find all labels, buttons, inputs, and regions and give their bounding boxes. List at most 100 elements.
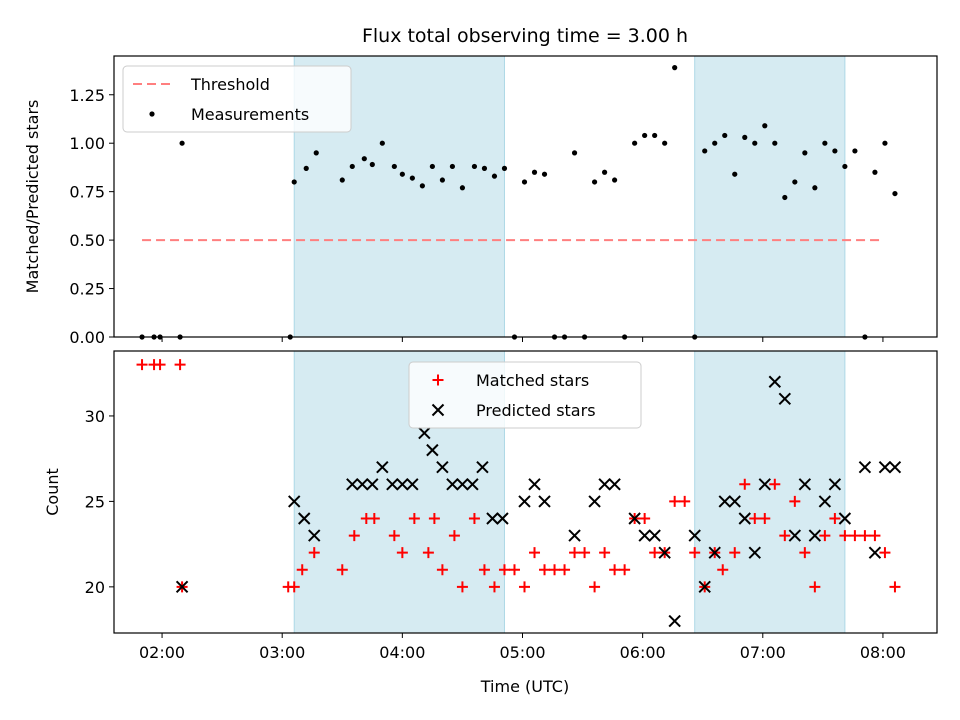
measurement-point bbox=[772, 140, 778, 146]
y-tick-label: 30 bbox=[85, 407, 105, 426]
measurement-point bbox=[601, 169, 608, 175]
predicted-star-point bbox=[638, 529, 651, 542]
measurement-point bbox=[762, 123, 768, 129]
measurement-point bbox=[449, 163, 456, 170]
predicted-star-point bbox=[768, 375, 782, 388]
x-axis-label: Time (UTC) bbox=[480, 677, 569, 696]
measurement-point bbox=[892, 190, 898, 197]
matched-star-point bbox=[288, 581, 300, 593]
matched-star-point bbox=[296, 564, 308, 576]
matched-star-point bbox=[348, 530, 360, 542]
matched-star-point bbox=[308, 547, 320, 559]
measurement-point bbox=[822, 140, 828, 146]
matched-star-point bbox=[174, 359, 186, 371]
measurement-point bbox=[662, 140, 668, 146]
predicted-star-point bbox=[456, 478, 469, 491]
measurement-point bbox=[882, 140, 888, 146]
measurement-point bbox=[481, 165, 488, 171]
measurement-point bbox=[339, 177, 345, 183]
measurement-point bbox=[379, 140, 385, 146]
y-axis-label: Matched/Predicted stars bbox=[23, 100, 42, 294]
matched-star-point bbox=[488, 581, 500, 593]
matched-star-point bbox=[859, 530, 871, 542]
predicted-star-point bbox=[366, 478, 379, 491]
measurement-point bbox=[652, 132, 658, 139]
matched-star-point bbox=[649, 547, 661, 559]
predicted-star-point bbox=[518, 495, 531, 508]
measurement-point bbox=[419, 183, 425, 189]
measurement-point bbox=[782, 194, 788, 201]
predicted-star-point bbox=[446, 478, 459, 491]
measurement-point bbox=[802, 150, 808, 156]
matched-star-point bbox=[759, 512, 771, 524]
matched-star-point bbox=[569, 547, 581, 559]
predicted-star-point bbox=[588, 495, 601, 508]
measurement-point bbox=[313, 150, 319, 156]
x-tick-label: 05:00 bbox=[499, 643, 545, 662]
measurement-point bbox=[702, 148, 708, 154]
matched-star-point bbox=[669, 495, 681, 507]
plot-frame bbox=[113, 350, 938, 634]
measurement-point bbox=[409, 175, 415, 181]
matched-star-point bbox=[428, 512, 440, 524]
legend-predicted-label: Predicted stars bbox=[476, 401, 596, 420]
chart-title: Flux total observing time = 3.00 h bbox=[362, 25, 688, 47]
predicted-star-point bbox=[308, 529, 321, 542]
predicted-star-point bbox=[528, 478, 541, 491]
predicted-star-point bbox=[476, 461, 489, 474]
measurement-point bbox=[872, 169, 878, 175]
predicted-star-point bbox=[888, 461, 902, 474]
measurement-point bbox=[732, 171, 738, 177]
predicted-star-point bbox=[486, 512, 499, 525]
matched-star-point bbox=[518, 581, 530, 593]
matched-star-point bbox=[436, 564, 448, 576]
matched-star-point bbox=[478, 564, 490, 576]
predicted-star-point bbox=[466, 478, 479, 491]
legend-box bbox=[122, 65, 352, 133]
predicted-star-point bbox=[688, 529, 701, 542]
measurement-point bbox=[471, 163, 478, 170]
y-tick-label: 0.50 bbox=[69, 231, 105, 250]
predicted-star-point bbox=[798, 478, 812, 491]
matched-star-point bbox=[779, 530, 791, 542]
matched-star-point bbox=[448, 530, 460, 542]
matched-star-point bbox=[154, 359, 166, 371]
predicted-star-point bbox=[496, 512, 509, 525]
flux-ratio-panel: 0.00 0.25 0.50 0.75 1.00 1.25 Matched/Predicte… bbox=[23, 55, 938, 347]
matched-star-point bbox=[717, 564, 729, 576]
predicted-star-point bbox=[346, 478, 359, 491]
matched-star-point bbox=[849, 530, 861, 542]
measurement-point bbox=[752, 140, 758, 146]
predicted-star-point bbox=[698, 580, 711, 594]
measurement-point bbox=[712, 140, 718, 146]
predicted-star-point bbox=[288, 495, 301, 508]
matched-star-point bbox=[619, 564, 631, 576]
matched-star-point bbox=[336, 564, 348, 576]
predicted-star-point bbox=[708, 546, 721, 559]
matched-star-point bbox=[679, 495, 691, 507]
y-tick-label: 1.25 bbox=[69, 86, 105, 105]
x-tick-label: 03:00 bbox=[259, 643, 305, 662]
y-tick-label: 25 bbox=[85, 492, 105, 511]
predicted-star-point bbox=[386, 478, 399, 491]
predicted-star-point bbox=[396, 478, 409, 491]
legend-predicted-swatch bbox=[431, 403, 445, 417]
measurement-point bbox=[369, 161, 375, 168]
measurement-point bbox=[439, 177, 445, 183]
predicted-star-point bbox=[298, 512, 311, 525]
measurement-point bbox=[291, 179, 297, 185]
shaded-interval bbox=[694, 350, 846, 634]
shaded-interval bbox=[694, 55, 846, 338]
predicted-star-point bbox=[858, 461, 872, 474]
predicted-star-point bbox=[628, 512, 641, 525]
matched-star-point bbox=[422, 547, 434, 559]
predicted-star-point bbox=[828, 478, 842, 491]
predicted-star-point bbox=[436, 461, 449, 474]
matched-star-point bbox=[739, 478, 751, 490]
predicted-star-point bbox=[568, 529, 581, 542]
matched-star-point bbox=[498, 564, 510, 576]
x-tick-label: 08:00 bbox=[860, 643, 906, 662]
legend-box bbox=[408, 361, 642, 429]
measurement-point bbox=[642, 132, 648, 139]
matched-star-point bbox=[408, 512, 420, 524]
